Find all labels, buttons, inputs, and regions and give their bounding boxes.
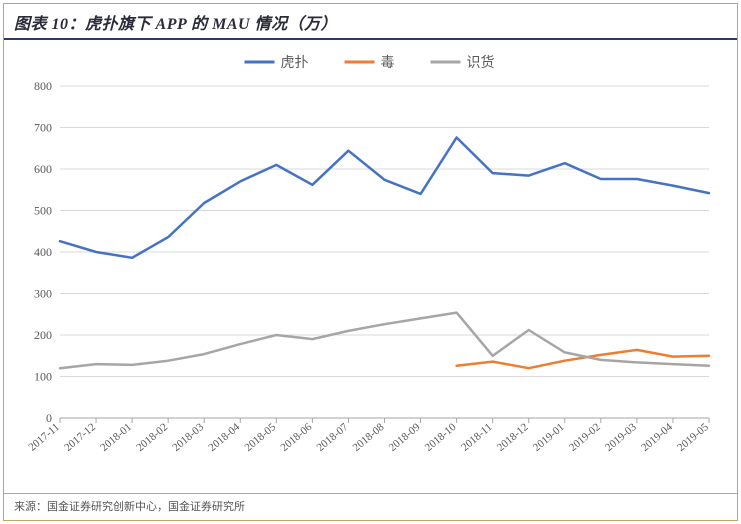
x-tick-label: 2018-08 bbox=[351, 421, 387, 454]
x-tick-label: 2019-04 bbox=[639, 421, 675, 454]
x-tick-label: 2018-05 bbox=[242, 421, 278, 454]
x-tick-label: 2018-02 bbox=[134, 421, 170, 454]
x-tick-label: 2019-02 bbox=[567, 421, 603, 454]
y-tick-label: 300 bbox=[34, 287, 52, 301]
legend-label: 毒 bbox=[381, 55, 395, 71]
chart-title-prefix: 图表 10： bbox=[14, 16, 85, 33]
y-tick-label: 200 bbox=[34, 328, 52, 342]
y-tick-label: 100 bbox=[34, 370, 52, 384]
y-tick-label: 400 bbox=[34, 245, 52, 259]
series-line bbox=[457, 350, 709, 368]
y-tick-label: 500 bbox=[34, 204, 52, 218]
chart-card: 图表 10：虎扑旗下 APP 的 MAU 情况（万） 虎扑毒识货01002003… bbox=[0, 0, 741, 524]
y-tick-label: 600 bbox=[34, 162, 52, 176]
y-tick-label: 700 bbox=[34, 121, 52, 135]
source-value: 国金证券研究创新中心，国金证券研究所 bbox=[47, 501, 245, 513]
legend-label: 识货 bbox=[467, 54, 495, 71]
y-tick-label: 800 bbox=[34, 79, 52, 93]
x-tick-label: 2018-10 bbox=[423, 421, 459, 454]
x-tick-label: 2017-12 bbox=[62, 421, 98, 454]
series-line bbox=[60, 313, 709, 369]
chart-source-row: 来源：国金证券研究创新中心，国金证券研究所 bbox=[4, 493, 737, 520]
series-line bbox=[60, 138, 709, 258]
x-tick-label: 2018-06 bbox=[279, 421, 315, 454]
x-tick-label: 2018-01 bbox=[98, 421, 134, 454]
x-tick-label: 2018-09 bbox=[387, 421, 423, 454]
x-tick-label: 2018-07 bbox=[315, 421, 351, 454]
x-tick-label: 2018-12 bbox=[495, 421, 531, 454]
legend-label: 虎扑 bbox=[281, 55, 309, 71]
chart-title-row: 图表 10：虎扑旗下 APP 的 MAU 情况（万） bbox=[4, 4, 737, 40]
x-tick-label: 2019-01 bbox=[531, 421, 567, 454]
x-tick-label: 2019-03 bbox=[603, 421, 639, 454]
source-label: 来源： bbox=[14, 501, 47, 513]
chart-title-main: 虎扑旗下 APP 的 MAU 情况（万） bbox=[85, 16, 337, 33]
line-chart-svg: 虎扑毒识货01002003004005006007008002017-11201… bbox=[12, 44, 727, 490]
x-tick-label: 2018-11 bbox=[459, 421, 494, 454]
x-tick-label: 2017-11 bbox=[26, 421, 61, 454]
chart-inner: 图表 10：虎扑旗下 APP 的 MAU 情况（万） 虎扑毒识货01002003… bbox=[3, 3, 738, 521]
x-tick-label: 2019-05 bbox=[675, 421, 711, 454]
chart-plot-area: 虎扑毒识货01002003004005006007008002017-11201… bbox=[4, 40, 737, 493]
x-tick-label: 2018-04 bbox=[206, 421, 242, 454]
x-tick-label: 2018-03 bbox=[170, 421, 206, 454]
